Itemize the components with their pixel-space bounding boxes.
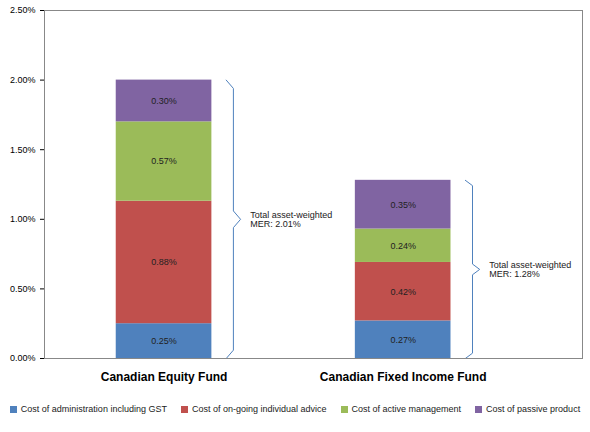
svg-text:2.00%: 2.00%: [10, 75, 36, 85]
svg-text:1.00%: 1.00%: [10, 214, 36, 224]
html-text:Cost of on-going individual ad: Cost of on-going individual advice: [191, 404, 327, 414]
svg-text:2.50%: 2.50%: [10, 5, 36, 15]
svg-text:0.35%: 0.35%: [390, 200, 416, 210]
html-text:Cost of active management: Cost of active management: [351, 404, 462, 414]
svg-text:1.50%: 1.50%: [10, 145, 36, 155]
svg-text:0.88%: 0.88%: [151, 257, 177, 267]
svg-text:Total asset-weightedMER: 1.28%: Total asset-weightedMER: 1.28%: [489, 260, 571, 279]
svg-text:0.50%: 0.50%: [10, 284, 36, 294]
svg-text:0.27%: 0.27%: [390, 335, 416, 345]
svg-text:Canadian Equity Fund: Canadian Equity Fund: [101, 370, 228, 384]
svg-text:0.00%: 0.00%: [10, 353, 36, 363]
html-text:Cost of administration includi: Cost of administration including GST: [20, 404, 167, 414]
svg-text:Total asset-weightedMER: 2.01%: Total asset-weightedMER: 2.01%: [250, 210, 332, 229]
svg-text:0.24%: 0.24%: [390, 241, 416, 251]
svg-text:0.57%: 0.57%: [151, 156, 177, 166]
html-text:Cost of passive product: Cost of passive product: [486, 404, 581, 414]
svg-text:Canadian Fixed Income Fund: Canadian Fixed Income Fund: [320, 370, 487, 384]
svg-text:0.42%: 0.42%: [390, 287, 416, 297]
svg-text:0.30%: 0.30%: [151, 96, 177, 106]
svg-text:0.25%: 0.25%: [151, 336, 177, 346]
